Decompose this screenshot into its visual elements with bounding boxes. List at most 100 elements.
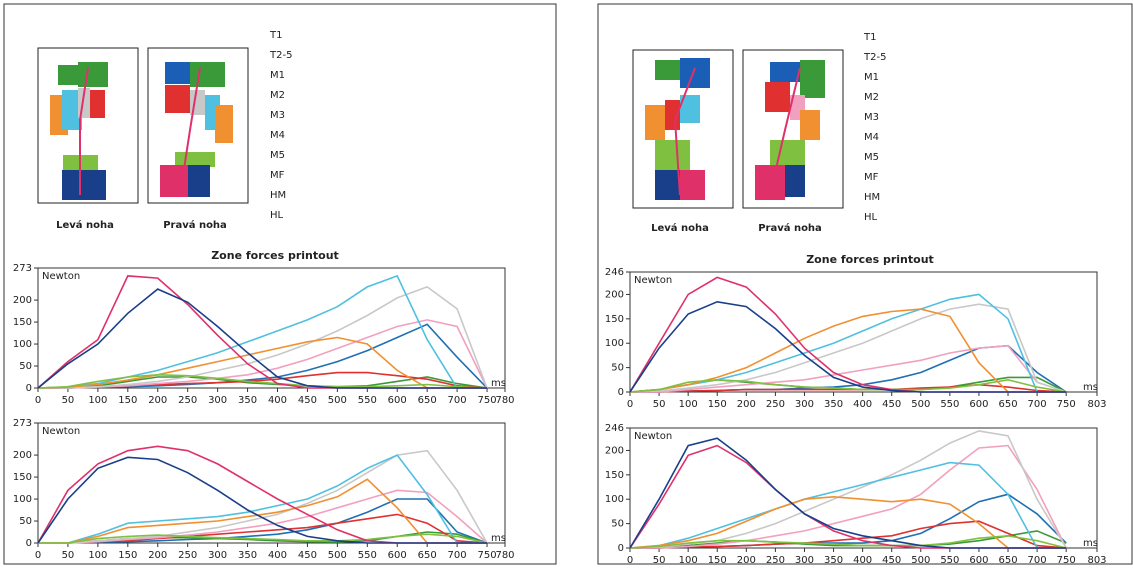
x-tick-label: 100 bbox=[679, 399, 698, 410]
x-tick-label: 0 bbox=[627, 399, 633, 410]
series-line bbox=[38, 286, 488, 389]
legend-entry: M5 bbox=[864, 152, 879, 163]
x-tick-label: 0 bbox=[35, 550, 41, 561]
x-tick-label: 700 bbox=[1028, 555, 1047, 566]
y-tick-label: 100 bbox=[605, 494, 624, 505]
x-tick-label: 350 bbox=[238, 550, 257, 561]
series-line bbox=[37, 456, 487, 544]
y-tick-label: 200 bbox=[605, 289, 624, 300]
x-tick-label: 250 bbox=[766, 555, 785, 566]
legend-entry: MF bbox=[864, 172, 879, 183]
x-tick-label: 200 bbox=[737, 555, 756, 566]
x-tick-label: 300 bbox=[208, 395, 227, 406]
legend-entry: MF bbox=[270, 170, 285, 181]
y-tick-label: 200 bbox=[605, 445, 624, 456]
y-tick-label: 200 bbox=[13, 450, 32, 461]
x-tick-label: 600 bbox=[969, 399, 988, 410]
x-tick-label: 780 bbox=[495, 395, 514, 406]
x-tick-label: 600 bbox=[388, 550, 407, 561]
legend-entry: M2 bbox=[864, 92, 879, 103]
legend-entry: T2-5 bbox=[269, 50, 292, 61]
x-tick-label: 300 bbox=[795, 555, 814, 566]
x-tick-label: 400 bbox=[853, 399, 872, 410]
y-tick-label: 100 bbox=[13, 339, 32, 350]
y-tick-label: 50 bbox=[19, 361, 32, 372]
series-line bbox=[37, 288, 487, 389]
x-tick-label: 300 bbox=[208, 550, 227, 561]
y-tick-label: 246 bbox=[605, 267, 624, 278]
x-tick-label: 150 bbox=[118, 395, 137, 406]
legend-entry: HL bbox=[270, 210, 284, 221]
series-line bbox=[629, 534, 1067, 549]
series-line bbox=[629, 437, 1067, 549]
series-line bbox=[37, 274, 487, 389]
x-tick-label: 550 bbox=[940, 555, 959, 566]
x-tick-label: 450 bbox=[298, 395, 317, 406]
x-tick-label: 500 bbox=[911, 399, 930, 410]
x-tick-label: 50 bbox=[62, 395, 75, 406]
y-tick-label: 150 bbox=[13, 472, 32, 483]
series-line bbox=[38, 319, 488, 389]
legend-entry: T1 bbox=[863, 32, 876, 43]
x-tick-label: 700 bbox=[448, 395, 467, 406]
x-tick-label: 150 bbox=[708, 555, 727, 566]
x-tick-label: 450 bbox=[882, 555, 901, 566]
x-tick-label: 100 bbox=[679, 555, 698, 566]
y-tick-label: 246 bbox=[605, 423, 624, 434]
legend-entry: HM bbox=[864, 192, 880, 203]
x-tick-label: 600 bbox=[969, 555, 988, 566]
x-tick-label: 50 bbox=[653, 555, 666, 566]
y-tick-label: 100 bbox=[13, 494, 32, 505]
y-tick-label: 150 bbox=[13, 317, 32, 328]
series-line bbox=[37, 336, 487, 389]
series-line bbox=[630, 444, 1067, 549]
series-line bbox=[38, 449, 488, 544]
x-tick-label: 803 bbox=[1087, 399, 1106, 410]
series-line bbox=[38, 533, 488, 544]
legend-entry: M5 bbox=[270, 150, 285, 161]
y-tick-label: 0 bbox=[26, 538, 32, 549]
x-tick-label: 250 bbox=[178, 550, 197, 561]
x-tick-label: 0 bbox=[627, 555, 633, 566]
y-tick-label: 150 bbox=[605, 314, 624, 325]
x-tick-label: 200 bbox=[737, 399, 756, 410]
legend-entry: M3 bbox=[864, 112, 879, 123]
y-axis-label: Newton bbox=[42, 426, 80, 437]
foot-label: Levá noha bbox=[651, 222, 709, 234]
x-tick-label: 350 bbox=[824, 399, 843, 410]
x-tick-label: 550 bbox=[358, 395, 377, 406]
series-line bbox=[38, 478, 487, 544]
x-tick-label: 750 bbox=[1057, 399, 1076, 410]
series-line bbox=[629, 293, 1067, 393]
series-line bbox=[37, 373, 488, 389]
x-tick-label: 350 bbox=[824, 555, 843, 566]
chart-title: Zone forces printout bbox=[806, 253, 934, 266]
x-tick-label: 200 bbox=[148, 395, 167, 406]
series-line bbox=[38, 489, 488, 544]
series-line bbox=[629, 276, 1067, 393]
x-tick-label: 600 bbox=[388, 395, 407, 406]
x-axis-label: ms bbox=[491, 378, 506, 389]
y-tick-label: 100 bbox=[605, 338, 624, 349]
y-tick-label: 273 bbox=[13, 263, 32, 274]
x-tick-label: 400 bbox=[268, 550, 287, 561]
chart-title: Zone forces printout bbox=[211, 249, 339, 262]
legend-entry: T2-5 bbox=[863, 52, 886, 63]
x-tick-label: 150 bbox=[118, 550, 137, 561]
series-line bbox=[629, 300, 1067, 393]
x-axis-label: ms bbox=[1083, 382, 1098, 393]
x-tick-label: 650 bbox=[998, 399, 1017, 410]
x-tick-label: 500 bbox=[328, 550, 347, 561]
x-tick-label: 50 bbox=[62, 550, 75, 561]
x-tick-label: 500 bbox=[328, 395, 347, 406]
x-tick-label: 450 bbox=[298, 550, 317, 561]
x-tick-label: 550 bbox=[358, 550, 377, 561]
legend-entry: M2 bbox=[270, 90, 285, 101]
x-tick-label: 750 bbox=[477, 395, 496, 406]
x-axis-label: ms bbox=[1083, 538, 1098, 549]
x-tick-label: 100 bbox=[88, 550, 107, 561]
y-tick-label: 0 bbox=[26, 383, 32, 394]
x-tick-label: 700 bbox=[1028, 399, 1047, 410]
x-tick-label: 300 bbox=[795, 399, 814, 410]
y-tick-label: 0 bbox=[618, 387, 624, 398]
